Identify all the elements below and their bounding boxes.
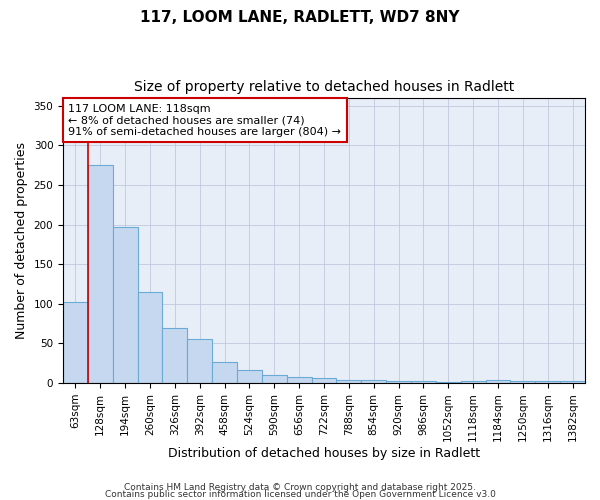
Bar	[311, 378, 337, 383]
Text: Contains HM Land Registry data © Crown copyright and database right 2025.: Contains HM Land Registry data © Crown c…	[124, 484, 476, 492]
Bar	[137, 292, 163, 383]
Bar	[436, 382, 461, 383]
Bar	[88, 165, 113, 383]
Bar	[361, 380, 386, 383]
Bar	[237, 370, 262, 383]
Text: Contains public sector information licensed under the Open Government Licence v3: Contains public sector information licen…	[104, 490, 496, 499]
Text: 117 LOOM LANE: 118sqm
← 8% of detached houses are smaller (74)
91% of semi-detac: 117 LOOM LANE: 118sqm ← 8% of detached h…	[68, 104, 341, 137]
Bar	[461, 382, 485, 383]
Bar	[63, 302, 88, 383]
Bar	[113, 227, 137, 383]
Y-axis label: Number of detached properties: Number of detached properties	[15, 142, 28, 339]
Bar	[212, 362, 237, 383]
Bar	[386, 382, 411, 383]
Bar	[485, 380, 511, 383]
Bar	[163, 328, 187, 383]
Bar	[187, 340, 212, 383]
Bar	[411, 382, 436, 383]
Text: 117, LOOM LANE, RADLETT, WD7 8NY: 117, LOOM LANE, RADLETT, WD7 8NY	[140, 10, 460, 25]
Bar	[560, 382, 585, 383]
Bar	[262, 375, 287, 383]
Bar	[511, 380, 535, 383]
Title: Size of property relative to detached houses in Radlett: Size of property relative to detached ho…	[134, 80, 514, 94]
Bar	[287, 376, 311, 383]
X-axis label: Distribution of detached houses by size in Radlett: Distribution of detached houses by size …	[168, 447, 480, 460]
Bar	[535, 380, 560, 383]
Bar	[337, 380, 361, 383]
